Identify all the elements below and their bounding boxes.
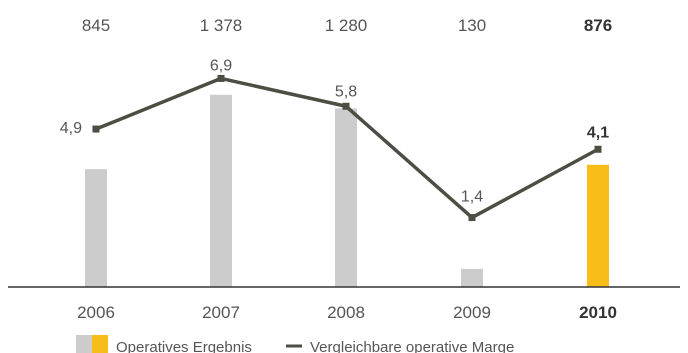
top-value-labels: 845 1 378 1 280 130 876 xyxy=(82,16,612,35)
margin-label-2008: 5,8 xyxy=(335,83,357,100)
top-value-label-2009: 130 xyxy=(458,16,486,35)
category-label-2009: 2009 xyxy=(453,303,491,322)
top-value-label-2010: 876 xyxy=(584,16,612,35)
margin-point-2006 xyxy=(92,125,100,133)
bar-2006 xyxy=(85,169,107,287)
margin-point-2009 xyxy=(468,214,476,222)
margin-label-2006: 4,9 xyxy=(60,120,82,137)
category-label-2007: 2007 xyxy=(202,303,240,322)
margin-label-2010: 4,1 xyxy=(587,124,609,141)
top-value-label-2006: 845 xyxy=(82,16,110,35)
bar-2007 xyxy=(210,94,232,287)
margin-point-2008 xyxy=(342,102,350,110)
legend-swatch-bar-yellow xyxy=(92,335,108,353)
category-label-2008: 2008 xyxy=(327,303,365,322)
category-label-2010: 2010 xyxy=(579,303,617,322)
top-value-label-2008: 1 280 xyxy=(325,16,368,35)
legend: Operatives Ergebnis Vergleichbare operat… xyxy=(76,335,514,353)
top-value-label-2007: 1 378 xyxy=(200,16,243,35)
bar-2009 xyxy=(461,268,483,287)
margin-label-2009: 1,4 xyxy=(461,189,483,206)
margin-label-2007: 6,9 xyxy=(210,57,232,74)
margin-point-2007 xyxy=(217,74,225,82)
legend-label-vergleichbare-operative-marge: Vergleichbare operative Marge xyxy=(310,339,514,353)
margin-point-2010 xyxy=(594,145,602,153)
legend-swatch-bar-grey xyxy=(76,335,92,353)
bar-2010 xyxy=(587,164,609,287)
category-label-2006: 2006 xyxy=(77,303,115,322)
bar-2008 xyxy=(335,108,357,287)
margin-line-group: 4,9 6,9 5,8 1,4 4,1 xyxy=(60,57,609,222)
category-labels: 2006 2007 2008 2009 2010 xyxy=(77,303,617,322)
legend-label-operatives-ergebnis: Operatives Ergebnis xyxy=(116,339,252,353)
bars-group xyxy=(85,94,609,287)
